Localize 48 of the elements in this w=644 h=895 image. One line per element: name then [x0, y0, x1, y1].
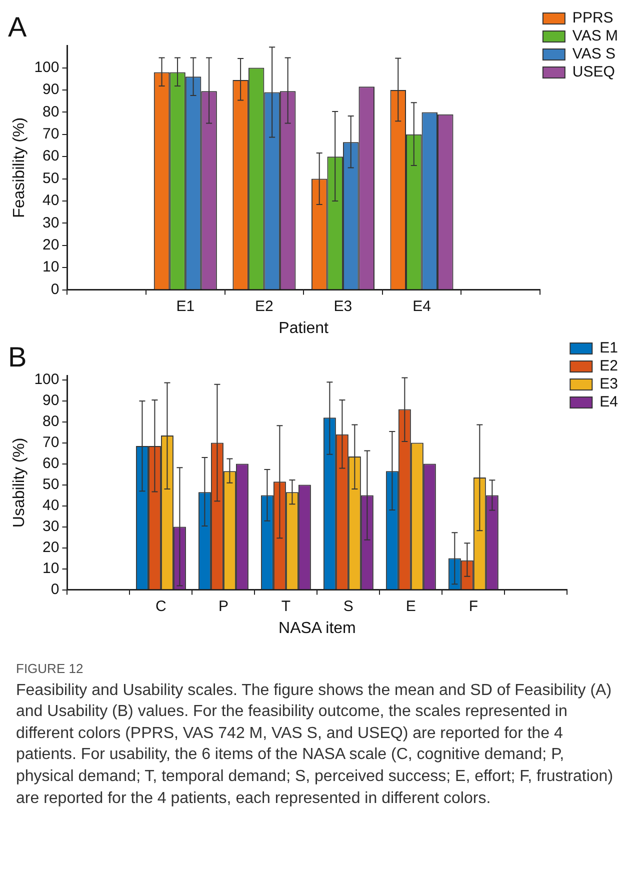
y-tick-label: 0: [50, 280, 60, 298]
legend-label: E1: [600, 340, 618, 357]
y-tick-label: 100: [34, 58, 60, 76]
y-tick-label: 20: [42, 236, 60, 254]
x-tick-label: C: [156, 598, 167, 615]
legend-label: VAS S: [572, 46, 616, 63]
x-tick-label: E1: [176, 298, 195, 315]
y-tick-label: 60: [42, 454, 60, 472]
x-tick-label: E: [406, 598, 416, 615]
x-axis-title: Patient: [278, 320, 330, 337]
y-tick-label: 40: [42, 192, 60, 210]
legend-label: PPRS: [572, 10, 614, 27]
legend-label: USEQ: [572, 64, 615, 81]
y-tick-label: 70: [42, 126, 60, 143]
y-axis-title: Usability (%): [11, 438, 28, 528]
x-tick-label: E2: [255, 298, 274, 315]
x-tick-label: E3: [334, 298, 352, 315]
x-axis-title: NASA item: [278, 620, 356, 637]
y-tick-label: 50: [42, 170, 60, 187]
text: Feasibility and Usability scales. The figure shows the mean and SD of Feasibility (A) and Usability (B) values. For the feasibility outcome, the scales represented in different colors (PPRS, VAS 742 M, VAS S, and USEQ) are reported for the 4 patients. For usability, the 6 items of the NASA scale (C, cognitive demand; P, physical demand; T, temporal demand; S, perceived success; E, effort; F, frustration) are reported for the 4 patients, each represented in different colors.: [16, 680, 614, 809]
y-axis-title: Feasibility (%): [11, 117, 28, 218]
legend-label: E3: [600, 376, 618, 393]
y-tick-label: 10: [42, 560, 60, 577]
y-tick-label: 40: [42, 496, 60, 514]
caption: FIGURE 12: [16, 660, 84, 678]
y-tick-label: 0: [50, 580, 60, 598]
y-tick-label: 70: [42, 434, 60, 451]
y-tick-label: 30: [42, 518, 60, 535]
legend-label: VAS M: [572, 28, 618, 45]
legend-label: E4: [600, 394, 618, 411]
chart-title: A: [8, 12, 27, 43]
x-tick-label: F: [468, 598, 478, 615]
y-tick-label: 30: [42, 214, 60, 232]
y-tick-label: 20: [42, 538, 60, 556]
y-tick-label: 100: [34, 370, 60, 388]
x-tick-label: P: [218, 598, 228, 615]
y-tick-label: 90: [42, 392, 60, 409]
x-tick-label: T: [281, 598, 291, 615]
x-tick-label: S: [343, 598, 354, 615]
y-tick-label: 10: [42, 258, 60, 276]
y-tick-label: 60: [42, 148, 60, 165]
y-tick-label: 50: [42, 476, 60, 493]
y-tick-label: 80: [42, 103, 60, 120]
x-tick-label: E4: [412, 298, 431, 315]
chart-title: B: [8, 342, 27, 373]
legend-label: E2: [600, 358, 618, 375]
y-tick-label: 90: [42, 81, 60, 98]
y-tick-label: 80: [42, 412, 60, 430]
